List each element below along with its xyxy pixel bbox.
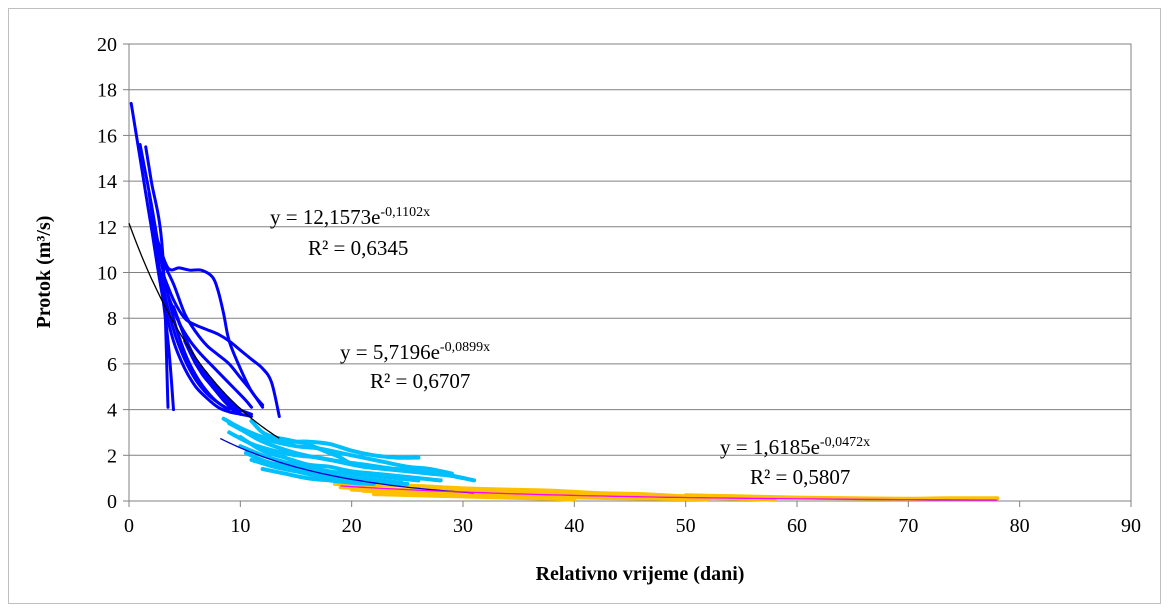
trendline-label-2: y = 5,7196e-0,0899x R² = 0,6707: [340, 340, 490, 393]
y-tick-label: 4: [107, 400, 117, 422]
y-tick-label: 18: [97, 80, 117, 102]
x-tick-label: 40: [564, 515, 584, 537]
x-axis-ticks: 0 10 20 30 40 50 60 70 80 90: [124, 501, 1141, 537]
series-2-curve: [249, 419, 354, 467]
series-3: [333, 481, 1000, 502]
x-tick-label: 20: [342, 515, 362, 537]
y-axis-title: Protok (m³/s): [33, 216, 55, 329]
x-tick-label: 50: [676, 515, 696, 537]
y-tick-label: 0: [107, 491, 117, 513]
y-tick-label: 20: [97, 34, 117, 56]
x-axis-title: Relativno vrijeme (dani): [536, 563, 745, 585]
series-2-curve: [238, 435, 443, 483]
series-layer: [129, 101, 1000, 502]
trend-r2-3: R² = 0,5807: [750, 465, 850, 489]
trendline-3: [340, 485, 998, 501]
trendline-label-3: y = 1,6185e-0,0472x R² = 0,5807: [720, 435, 870, 489]
x-tick-label: 0: [124, 515, 134, 537]
gridlines: [129, 43, 1131, 502]
trendline-label-1: y = 12,1573e-0,1102x R² = 0,6345: [270, 205, 430, 260]
x-tick-label: 70: [898, 515, 918, 537]
series-2-curve: [238, 444, 421, 483]
series-1-curve: [160, 271, 281, 418]
y-tick-label: 2: [107, 445, 117, 467]
series-2-curve: [227, 421, 454, 476]
series-1-curve: [160, 259, 265, 409]
y-tick-label: 6: [107, 354, 117, 376]
x-tick-label: 10: [230, 515, 250, 537]
y-tick-label: 14: [97, 171, 117, 193]
series-2-curve: [260, 467, 376, 486]
trend-r2-2: R² = 0,6707: [370, 369, 470, 393]
series-1: [129, 101, 281, 418]
chart-frame: [8, 8, 1161, 604]
trend-r2-1: R² = 0,6345: [308, 236, 408, 260]
trend-equation-2: y = 5,7196e-0,0899x: [340, 340, 490, 364]
y-tick-label: 8: [107, 308, 117, 330]
x-tick-label: 80: [1010, 515, 1030, 537]
y-axis-ticks: 0 2 4 6 8 10 12 14 16 18 20: [97, 34, 129, 513]
x-tick-label: 90: [1121, 515, 1141, 537]
x-tick-label: 30: [453, 515, 473, 537]
series-1-curve: [194, 362, 242, 416]
series-1-curve: [155, 236, 265, 407]
trend-equation-1: y = 12,1573e-0,1102x: [270, 205, 430, 229]
trend-equation-3: y = 1,6185e-0,0472x: [720, 435, 870, 459]
series-3-curve: [371, 492, 577, 502]
trendline-layer: [128, 222, 998, 501]
y-tick-label: 10: [97, 263, 117, 285]
y-tick-label: 12: [97, 217, 117, 239]
series-2-curve: [249, 457, 410, 486]
series-3-curve: [683, 493, 1000, 501]
trendline-1: [128, 222, 280, 439]
series-3-curve: [394, 483, 577, 494]
series-2: [221, 416, 477, 486]
y-tick-label: 16: [97, 125, 117, 147]
series-1-curve: [144, 145, 170, 409]
x-tick-label: 60: [787, 515, 807, 537]
trendline-2: [220, 437, 475, 494]
